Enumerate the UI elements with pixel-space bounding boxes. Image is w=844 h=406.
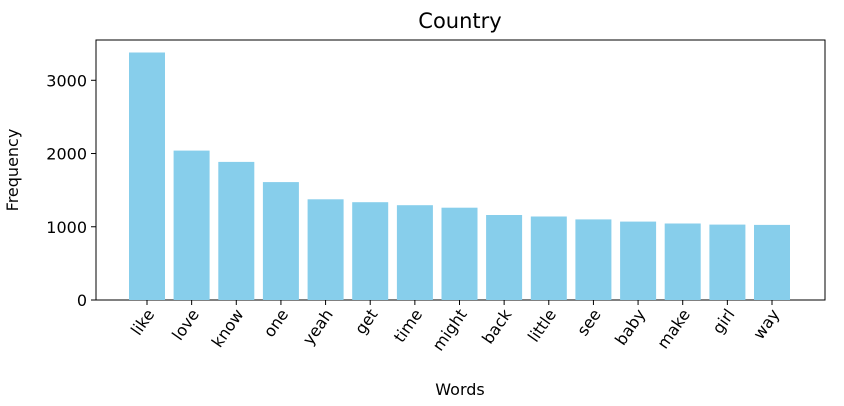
x-tick-label: little: [524, 305, 560, 345]
x-tick-label: know: [208, 305, 248, 351]
x-tick-label: like: [127, 305, 158, 338]
x-tick-label: make: [653, 305, 694, 352]
bar-like: [129, 52, 165, 300]
x-axis-ticks: like love know one yeah get time might back littl…: [127, 300, 783, 354]
x-tick-label: one: [260, 305, 293, 340]
x-tick-label: love: [168, 305, 203, 343]
bar-girl: [709, 224, 746, 300]
x-tick-label: yeah: [299, 305, 337, 348]
x-tick-label: girl: [708, 305, 738, 337]
x-tick-label: baby: [611, 305, 649, 348]
bar-get: [352, 202, 389, 300]
bar-way: [754, 224, 790, 300]
y-axis-label: Frequency: [3, 129, 22, 212]
bar-time: [396, 205, 433, 300]
chart-title: Country: [418, 9, 501, 33]
bar-know: [218, 161, 255, 300]
bar-baby: [620, 221, 657, 300]
bar-make: [664, 223, 701, 300]
y-axis-ticks: 0 1000 2000 3000: [46, 71, 96, 310]
x-tick-label: back: [478, 305, 516, 348]
bars: [129, 52, 790, 300]
x-tick-label: time: [390, 305, 426, 346]
y-tick-label: 0: [77, 291, 87, 310]
x-tick-label: might: [428, 305, 470, 354]
y-tick-label: 3000: [46, 71, 87, 90]
bar-love: [173, 150, 210, 300]
bar-see: [575, 219, 612, 300]
bar-one: [262, 182, 299, 300]
bar-might: [441, 207, 478, 300]
y-tick-label: 2000: [46, 145, 87, 164]
bar-little: [530, 216, 567, 300]
x-tick-label: see: [573, 305, 605, 339]
bar-yeah: [307, 199, 344, 300]
y-tick-label: 1000: [46, 218, 87, 237]
x-tick-label: way: [749, 305, 783, 342]
bar-back: [486, 215, 523, 300]
x-axis-label: Words: [435, 380, 484, 399]
x-tick-label: get: [351, 305, 382, 337]
